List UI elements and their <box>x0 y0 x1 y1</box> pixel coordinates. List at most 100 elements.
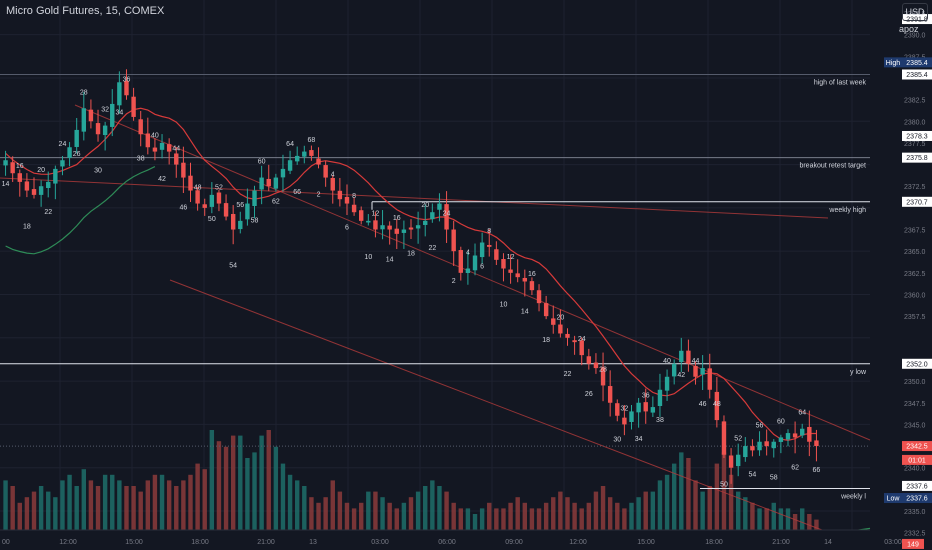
price-tick-label: 2367.5 <box>904 228 926 235</box>
bar-count-label: 66 <box>813 467 821 474</box>
candle-body <box>579 340 584 356</box>
volume-bar <box>671 463 677 542</box>
bar-count-label: 26 <box>585 391 593 398</box>
volume-bar <box>501 508 506 542</box>
candle-body <box>735 454 741 467</box>
time-tick-label: 13 <box>309 539 317 546</box>
bar-count-label: 62 <box>791 464 799 471</box>
annotations: high of last week breakout retest target w… <box>799 79 866 500</box>
volume-bar <box>757 508 762 542</box>
volume-bar <box>117 480 122 542</box>
volume-bar <box>344 502 350 542</box>
price-2378-tag <box>902 130 932 141</box>
candle-body <box>551 318 556 325</box>
volume-bar <box>38 486 44 542</box>
bar-count-label: 20 <box>37 167 45 174</box>
candle-body <box>771 441 776 449</box>
bar-count-label: 8 <box>487 228 491 235</box>
level-annotation: y low <box>850 369 867 376</box>
level-annotation: breakout retest target <box>799 163 866 170</box>
volume-bar <box>181 480 186 542</box>
volume-bar <box>131 486 136 542</box>
volume-bar <box>707 486 712 542</box>
candle-body <box>686 350 691 364</box>
price-2391-tag <box>902 14 932 25</box>
candle-body <box>110 103 115 127</box>
bar-count-label: 60 <box>258 159 266 166</box>
candle-body <box>124 80 129 96</box>
candle-body <box>657 389 663 407</box>
volume-bar <box>252 452 257 542</box>
volume-bar <box>60 480 65 542</box>
candle-body <box>287 160 293 171</box>
countdown-tag-label: 01:01 <box>908 457 926 464</box>
bar-count-label: 46 <box>699 401 707 408</box>
candle-body <box>671 363 677 377</box>
volume-bar <box>166 480 172 542</box>
bar-count-label: 36 <box>642 392 650 399</box>
bar-count-label: 4 <box>466 250 470 257</box>
candle-body <box>273 177 279 189</box>
level-lines <box>0 73 870 490</box>
time-tick-label: 18:00 <box>705 539 723 546</box>
candle-body <box>373 220 378 230</box>
volume-bar <box>479 508 485 542</box>
volume-bar <box>53 497 58 542</box>
time-tick-label: 12:00 <box>569 539 587 546</box>
candle-body <box>437 203 442 210</box>
bar-count-label: 48 <box>194 185 202 192</box>
candle-body <box>693 365 698 377</box>
time-axis[interactable]: 00 12:00 15:00 18:00 21:00 13 03:00 06:00 09:00 1… <box>0 529 902 550</box>
volume-bar <box>408 497 414 542</box>
volume-bar <box>800 508 805 542</box>
candle-body <box>223 203 229 217</box>
price-tick-label: 2362.5 <box>904 271 926 278</box>
candle-body <box>508 269 513 273</box>
candle-body <box>479 242 485 258</box>
price-2337-tag <box>902 480 932 491</box>
candlesticks <box>3 69 819 484</box>
candle-body <box>494 249 499 260</box>
volume-bar <box>650 491 656 542</box>
price-tick-label: 2332.5 <box>904 531 926 538</box>
symbol-title[interactable]: Micro Gold Futures, 15, COMEX <box>6 5 165 17</box>
volume-bar <box>373 491 378 542</box>
volume-bar <box>615 502 620 542</box>
volume-bar <box>394 508 399 542</box>
bar-count-label: 58 <box>251 218 259 225</box>
volume-bar <box>487 502 492 542</box>
price-tick-label: 2380.0 <box>904 119 926 126</box>
volume-bar <box>807 514 812 542</box>
volume-bar <box>159 474 165 542</box>
bar-count-label: 18 <box>23 224 31 231</box>
bar-count-label: 12 <box>372 211 380 218</box>
bar-count-label: 28 <box>80 89 88 96</box>
candle-body <box>152 147 158 152</box>
volume-bar <box>46 491 51 542</box>
bar-count-label: 46 <box>179 205 187 212</box>
candle-body <box>465 268 471 274</box>
price-2337-tag-label: 2337.6 <box>906 483 928 490</box>
user-label: apoz <box>899 24 919 34</box>
time-tick-label: 15:00 <box>637 539 655 546</box>
price-axis[interactable]: 2392.52390.02387.52382.52380.02377.52372… <box>872 0 932 550</box>
candle-body <box>344 196 350 204</box>
candle-body <box>501 259 506 269</box>
candle-body <box>380 225 385 230</box>
price-tick-label: 2377.5 <box>904 141 926 148</box>
volume-bar <box>778 508 784 542</box>
time-tick-label: 03:00 <box>884 539 902 546</box>
candle-body <box>131 96 136 117</box>
level-annotation: weekly high <box>828 207 866 214</box>
candle-body <box>423 220 428 225</box>
currency-button[interactable]: USD <box>902 3 928 21</box>
bar-count-label: 22 <box>44 209 52 216</box>
volume-bar <box>223 446 229 542</box>
bar-count-label: 32 <box>101 107 109 114</box>
weekly-high-tag <box>902 196 932 207</box>
volume-bar <box>792 514 798 542</box>
bar-count-label: 24 <box>59 141 67 148</box>
candle-body <box>778 437 784 442</box>
low-value-tag <box>902 493 932 504</box>
